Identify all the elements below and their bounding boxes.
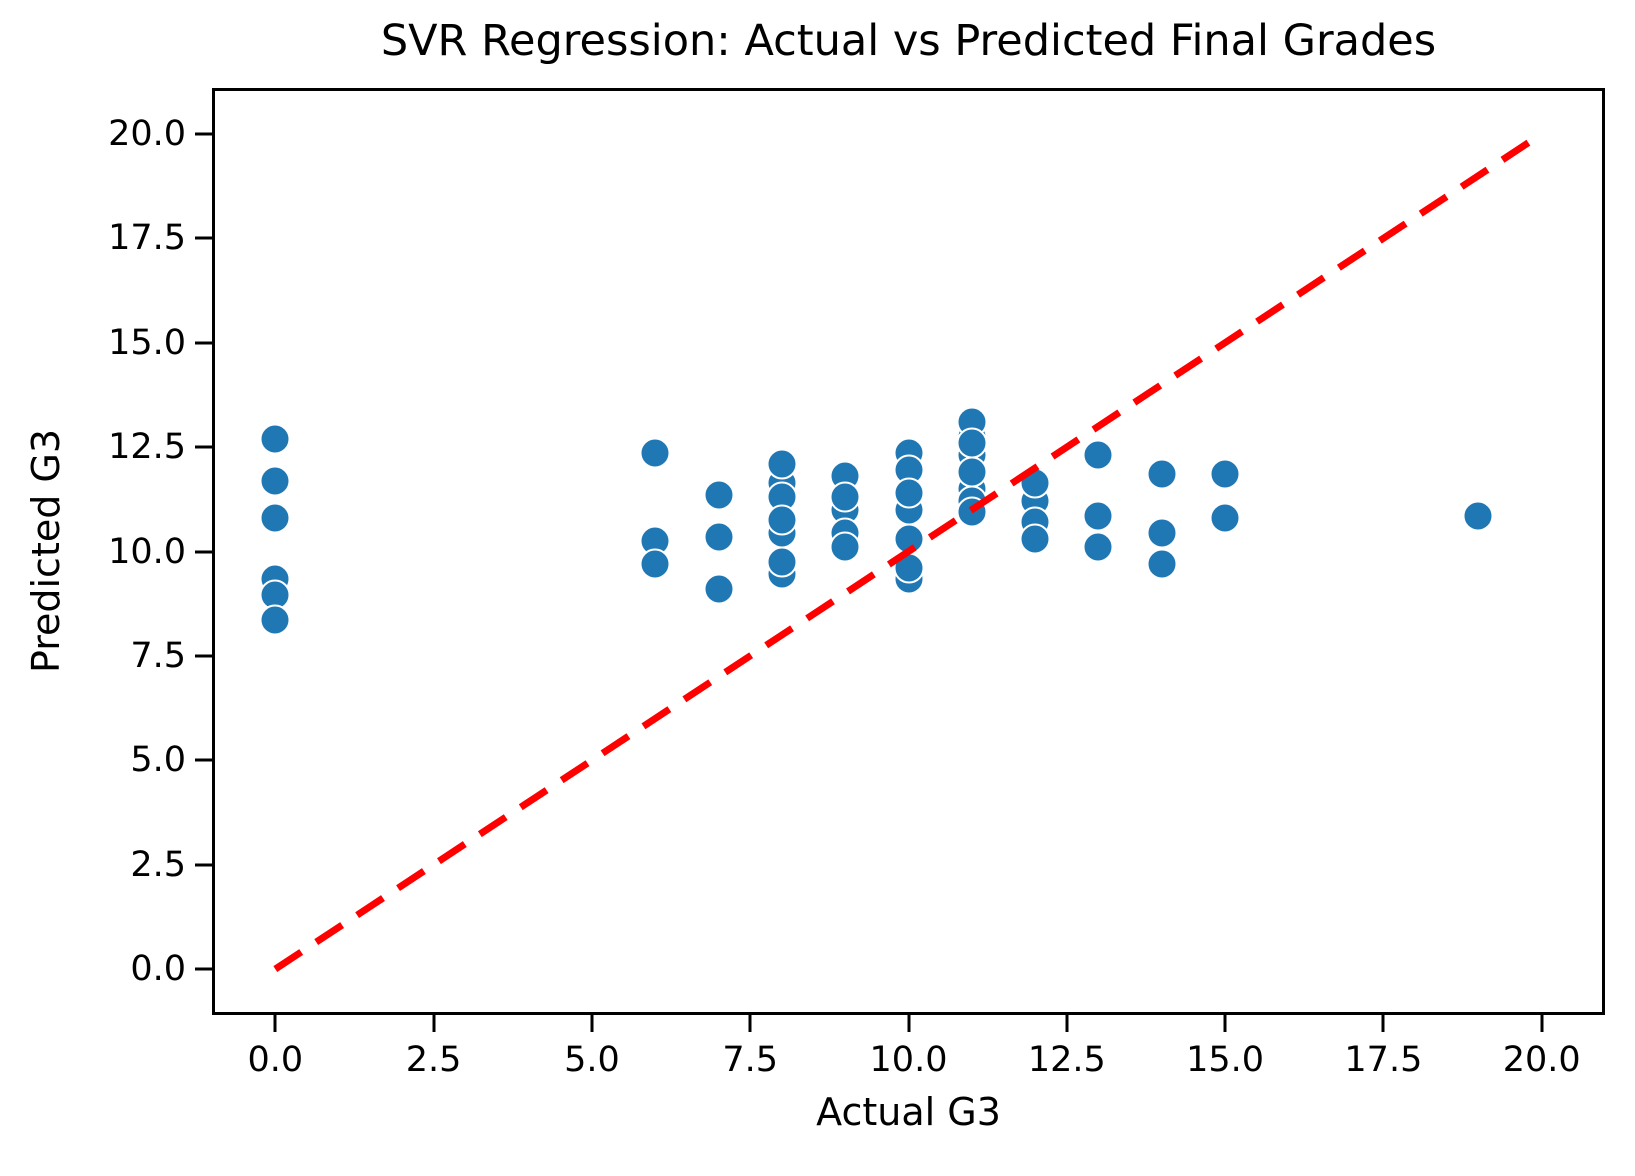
scatter-point (703, 521, 735, 553)
scatter-point (259, 502, 291, 534)
scatter-point (1082, 500, 1114, 532)
scatter-point (1146, 458, 1178, 490)
scatter-point (259, 423, 291, 455)
y-tick (195, 967, 212, 971)
x-tick-label: 0.0 (247, 1040, 304, 1080)
scatter-point (893, 477, 924, 509)
scatter-point (703, 479, 735, 511)
y-tick-label: 20.0 (108, 113, 186, 154)
x-tick-label: 10.0 (869, 1040, 948, 1080)
scatter-point (639, 548, 671, 580)
scatter-point (766, 546, 798, 578)
x-tick (907, 1015, 910, 1032)
y-tick-label: 2.5 (130, 844, 186, 885)
scatter-point (1146, 517, 1178, 549)
scatter-point (1082, 531, 1114, 563)
scatter-point (1019, 523, 1051, 555)
x-tick-label: 2.5 (405, 1040, 462, 1080)
y-tick (195, 550, 212, 553)
x-axis-label: Actual G3 (816, 1090, 1001, 1134)
scatter-point (766, 448, 798, 480)
y-axis-label: Predicted G3 (24, 428, 68, 674)
scatter-point (766, 504, 798, 536)
y-tick-label: 15.0 (108, 322, 186, 363)
x-tick-label: 5.0 (564, 1040, 620, 1080)
x-tick (1065, 1015, 1069, 1032)
x-tick (590, 1015, 594, 1032)
x-tick (1540, 1015, 1544, 1032)
scatter-point (1082, 439, 1114, 471)
y-tick (195, 654, 212, 658)
x-tick (273, 1015, 277, 1032)
scatter-point (639, 437, 671, 469)
plot-area: 0.0 2.5 5.0 7.5 10.0 12.5 15.0 17.5 20.0 0.0 2.5 5.… (108, 88, 1605, 1080)
scatter-point (829, 481, 861, 513)
x-tick-label: 15.0 (1186, 1040, 1265, 1080)
scatter-point (1209, 458, 1241, 490)
scatter-point (829, 531, 861, 563)
x-tick-label: 17.5 (1344, 1040, 1423, 1080)
x-tick-label: 12.5 (1027, 1040, 1106, 1080)
identity-line (273, 131, 1544, 972)
y-tick (195, 132, 212, 136)
scatter-point (259, 604, 291, 636)
x-tick-label: 20.0 (1502, 1040, 1581, 1080)
x-tick (1381, 1015, 1385, 1032)
x-tick (1223, 1015, 1227, 1032)
y-tick-label: 5.0 (130, 740, 186, 781)
y-tick-label: 17.5 (108, 218, 186, 259)
scatter-point (1146, 548, 1178, 580)
chart-title: SVR Regression: Actual vs Predicted Fina… (380, 16, 1437, 66)
y-tick-label: 0.0 (130, 949, 186, 990)
x-tick (748, 1015, 752, 1032)
scatter-point (1462, 500, 1494, 532)
x-tick-label: 7.5 (722, 1040, 779, 1080)
x-tick (432, 1015, 436, 1032)
points-layer (212, 88, 1605, 1015)
scatter-point (1209, 502, 1241, 534)
scatter-point (259, 465, 291, 496)
y-tick-label: 12.5 (108, 427, 186, 468)
y-tick (195, 236, 212, 240)
y-tick (195, 341, 212, 345)
y-tick (195, 758, 212, 762)
scatter-point (703, 573, 735, 605)
ticks-layer: 0.0 2.5 5.0 7.5 10.0 12.5 15.0 17.5 20.0 0.0 2.5 5.… (108, 88, 1605, 1080)
y-tick-label: 7.5 (130, 635, 186, 676)
scatter-point (956, 456, 988, 488)
y-tick-label: 10.0 (108, 531, 186, 572)
y-tick (195, 863, 212, 867)
line-layer (273, 131, 1544, 972)
y-tick (195, 445, 212, 449)
